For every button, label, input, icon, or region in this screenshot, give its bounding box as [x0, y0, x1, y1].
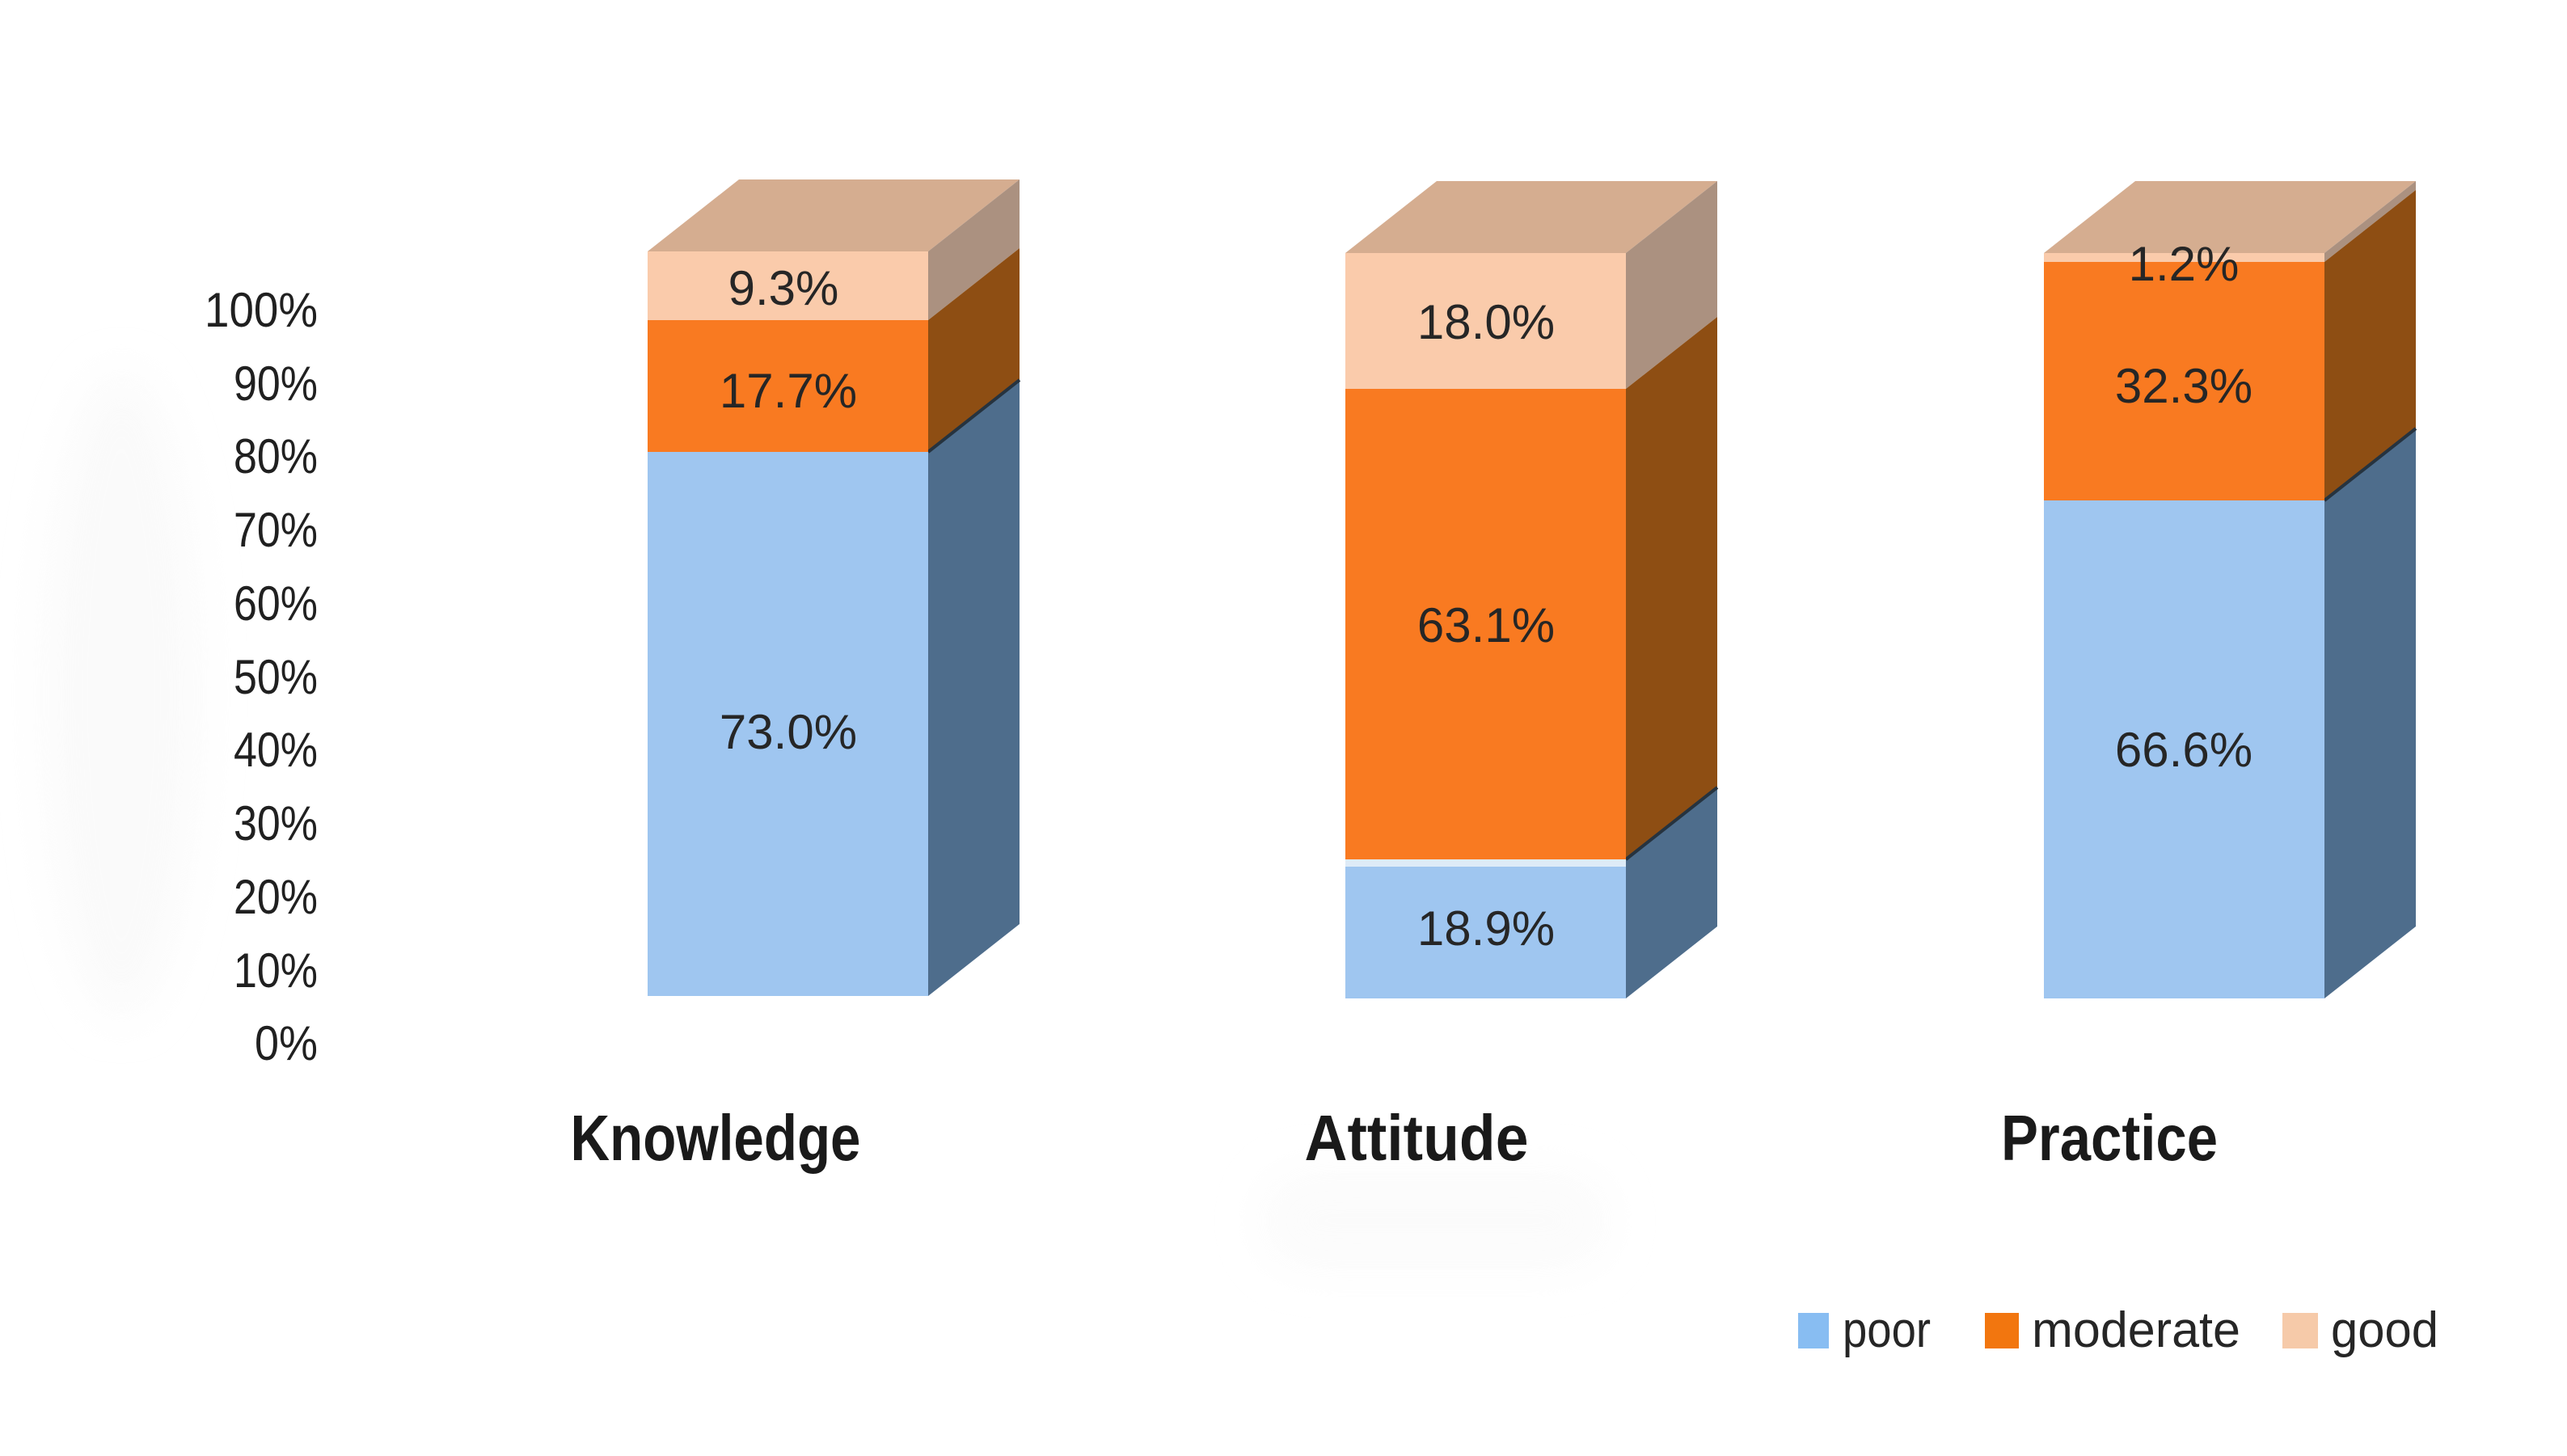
svg-text:Practice: Practice	[2001, 1102, 2218, 1174]
svg-text:30%: 30%	[234, 796, 318, 850]
svg-text:moderate: moderate	[2032, 1302, 2240, 1358]
svg-text:73.0%: 73.0%	[720, 705, 857, 759]
svg-text:60%: 60%	[234, 576, 318, 631]
svg-text:1.2%: 1.2%	[2129, 237, 2240, 291]
svg-text:66.6%: 66.6%	[2115, 723, 2252, 777]
svg-text:10%: 10%	[234, 943, 318, 998]
svg-text:63.1%: 63.1%	[1417, 598, 1555, 652]
svg-text:17.7%: 17.7%	[720, 364, 857, 418]
svg-text:40%: 40%	[234, 723, 318, 777]
svg-text:poor: poor	[1843, 1302, 1931, 1358]
svg-text:9.3%: 9.3%	[728, 261, 839, 315]
svg-text:90%: 90%	[234, 357, 318, 411]
svg-text:80%: 80%	[234, 429, 318, 483]
svg-text:Knowledge: Knowledge	[571, 1102, 861, 1174]
svg-text:20%: 20%	[234, 870, 318, 924]
svg-text:good: good	[2331, 1302, 2438, 1358]
svg-text:100%: 100%	[205, 283, 318, 337]
svg-text:18.0%: 18.0%	[1417, 295, 1555, 349]
svg-text:Attitude: Attitude	[1305, 1102, 1529, 1174]
svg-text:0%: 0%	[255, 1016, 318, 1070]
svg-text:70%: 70%	[234, 503, 318, 557]
svg-text:50%: 50%	[234, 650, 318, 704]
svg-text:32.3%: 32.3%	[2115, 359, 2252, 413]
svg-text:18.9%: 18.9%	[1417, 901, 1555, 956]
